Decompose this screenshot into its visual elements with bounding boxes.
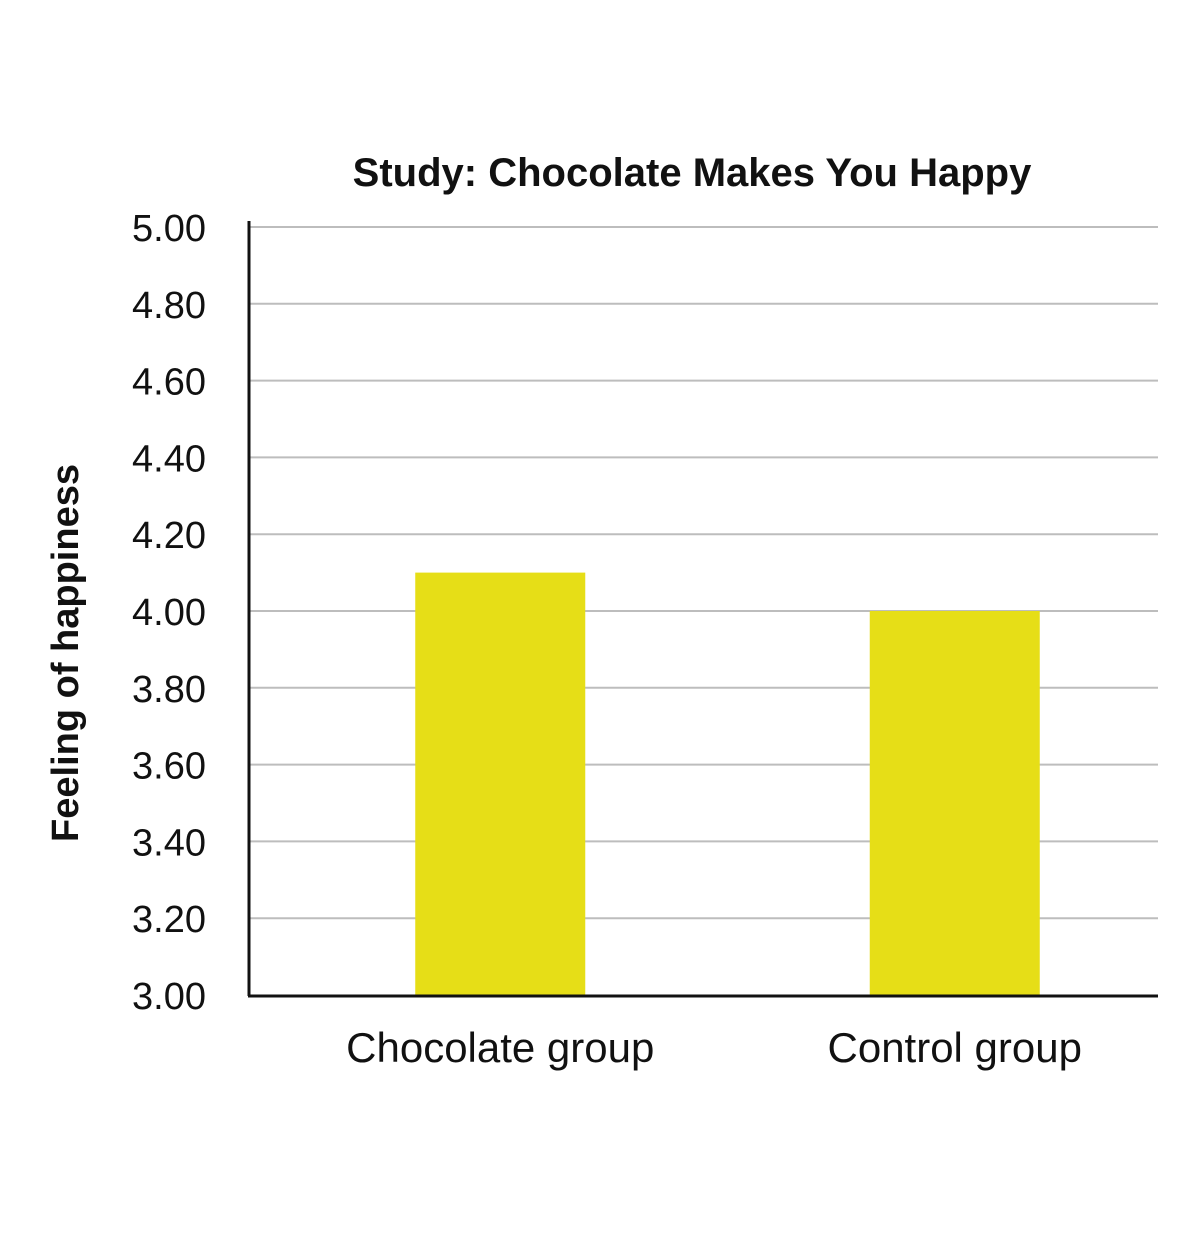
x-category-label: Chocolate group bbox=[346, 1024, 654, 1071]
y-tick-label: 4.80 bbox=[132, 285, 206, 327]
y-tick-label: 3.40 bbox=[132, 822, 206, 864]
y-axis-label: Feeling of happiness bbox=[45, 464, 87, 842]
y-tick-label: 3.00 bbox=[132, 976, 206, 1018]
y-tick-label: 3.20 bbox=[132, 899, 206, 941]
x-axis-categories: Chocolate group Control group bbox=[346, 1024, 1082, 1071]
y-tick-label: 3.80 bbox=[132, 669, 206, 711]
y-tick-label: 4.60 bbox=[132, 362, 206, 404]
bar-chocolate-group bbox=[415, 572, 586, 995]
y-tick-label: 3.60 bbox=[132, 746, 206, 788]
bars bbox=[415, 572, 1040, 995]
bar-control-group bbox=[869, 611, 1040, 995]
y-tick-label: 4.20 bbox=[132, 515, 206, 557]
y-tick-label: 4.40 bbox=[132, 438, 206, 480]
gridlines bbox=[249, 226, 1158, 920]
x-category-label: Control group bbox=[828, 1024, 1082, 1071]
y-tick-label: 4.00 bbox=[132, 592, 206, 634]
y-tick-label: 5.00 bbox=[132, 208, 206, 250]
chart-title: Study: Chocolate Makes You Happy bbox=[353, 151, 1032, 195]
y-axis-ticks: 3.00 3.20 3.40 3.60 3.80 4.00 4.20 4.40 4.60 4.80… bbox=[132, 208, 206, 1018]
